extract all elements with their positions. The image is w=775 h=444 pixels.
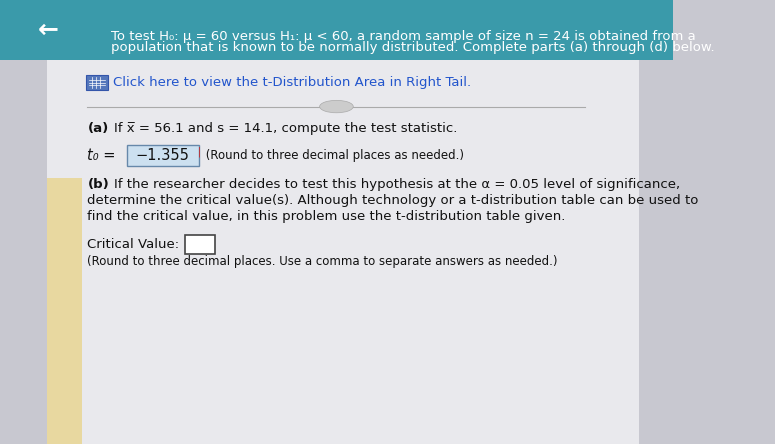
Text: To test H₀: μ = 60 versus H₁: μ < 60, a random sample of size n = 24 is obtained: To test H₀: μ = 60 versus H₁: μ < 60, a … bbox=[111, 30, 696, 43]
Text: Critical Value:: Critical Value: bbox=[88, 238, 180, 251]
Text: ←: ← bbox=[38, 18, 59, 42]
FancyBboxPatch shape bbox=[86, 75, 108, 90]
FancyBboxPatch shape bbox=[185, 235, 215, 254]
Text: determine the critical value(s). Although technology or a t-distribution table c: determine the critical value(s). Althoug… bbox=[88, 194, 699, 207]
Text: If the researcher decides to test this hypothesis at the α = 0.05 level of signi: If the researcher decides to test this h… bbox=[115, 178, 680, 191]
Text: If x̅ = 56.1 and s = 14.1, compute the test statistic.: If x̅ = 56.1 and s = 14.1, compute the t… bbox=[115, 122, 458, 135]
FancyBboxPatch shape bbox=[126, 145, 199, 166]
Text: (Round to three decimal places. Use a comma to separate answers as needed.): (Round to three decimal places. Use a co… bbox=[88, 255, 558, 269]
Text: (Round to three decimal places as needed.): (Round to three decimal places as needed… bbox=[202, 149, 464, 162]
FancyBboxPatch shape bbox=[0, 0, 673, 60]
Text: (b): (b) bbox=[88, 178, 109, 191]
Text: population that is known to be normally distributed. Complete parts (a) through : population that is known to be normally … bbox=[111, 41, 715, 54]
Ellipse shape bbox=[319, 100, 353, 113]
Text: −1.355: −1.355 bbox=[136, 148, 190, 163]
Text: (a): (a) bbox=[88, 122, 109, 135]
Text: find the critical value, in this problem use the t-distribution table given.: find the critical value, in this problem… bbox=[88, 210, 566, 223]
Text: |: | bbox=[198, 147, 201, 157]
Text: t₀ =: t₀ = bbox=[88, 148, 116, 163]
Text: Click here to view the t-Distribution Area in Right Tail.: Click here to view the t-Distribution Ar… bbox=[113, 76, 471, 89]
FancyBboxPatch shape bbox=[47, 178, 82, 444]
FancyBboxPatch shape bbox=[47, 13, 639, 444]
